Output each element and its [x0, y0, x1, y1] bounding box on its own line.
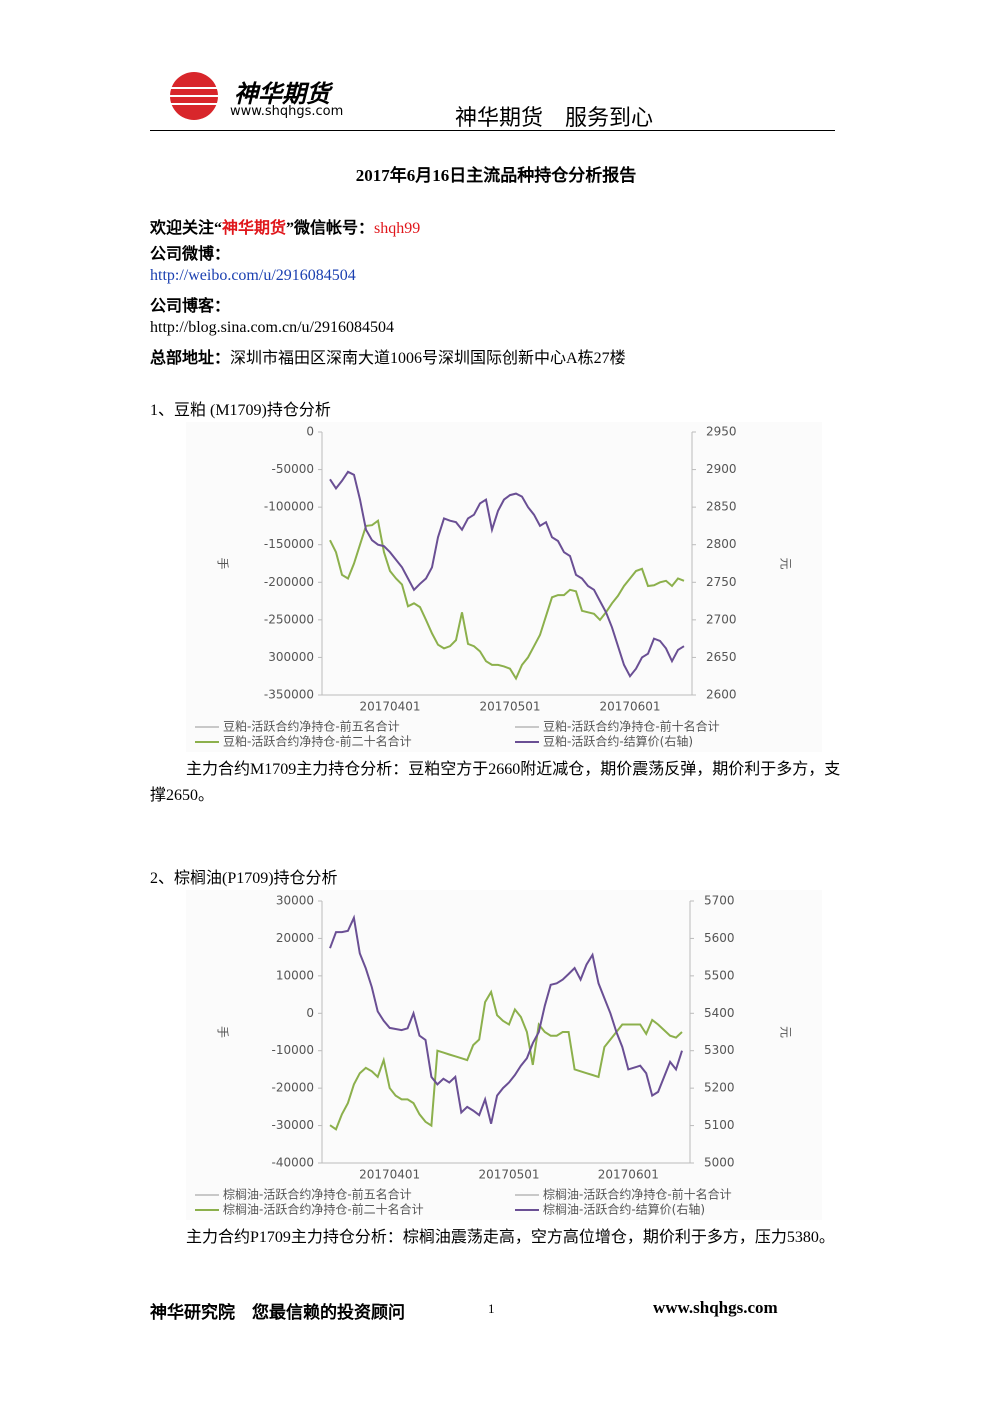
y-tick-label: -40000 — [271, 1156, 314, 1170]
y2-tick-label: 5200 — [704, 1081, 735, 1095]
logo-name: 神华期货 — [234, 80, 330, 108]
x-tick-label: 20170501 — [478, 1168, 539, 1182]
follow-middle: ”微信帐号： — [286, 220, 375, 237]
y-tick-label: -10000 — [271, 1043, 314, 1057]
y2-tick-label: 2950 — [706, 425, 737, 439]
x-tick-label: 20170401 — [359, 700, 420, 714]
follow-account: shqh99 — [374, 220, 421, 237]
y-tick-label: 0 — [306, 425, 314, 439]
legend-label: 豆粕-活跃合约净持仓-前二十名合计 — [223, 734, 412, 749]
series-line — [329, 914, 683, 1124]
y-tick-label: 300000 — [268, 650, 314, 664]
footer-left: 神华研究院 您最信赖的投资顾问 — [150, 1303, 405, 1322]
chart: 30000 20000 10000 0 -10000 -20000 -30000 -40000… — [186, 890, 822, 1220]
y-tick-label: 0 — [306, 1006, 314, 1020]
y-axis-title: 手 — [216, 1026, 230, 1038]
footer-site: www.shqhgs.com — [653, 1298, 778, 1317]
series-line — [329, 989, 683, 1131]
legend-label: 豆粕-活跃合约-结算价(右轴) — [543, 734, 693, 749]
blog-label: 公司博客： — [150, 298, 231, 315]
logo-mark — [170, 72, 218, 120]
y-tick-label: -350000 — [264, 688, 314, 702]
weibo-label: 公司微博： — [150, 246, 231, 263]
y-tick-label: -200000 — [264, 575, 314, 589]
follow-prefix: 欢迎关注“ — [150, 220, 223, 237]
follow-name: 神华期货 — [222, 220, 287, 237]
address-label: 总部地址： — [150, 350, 231, 367]
page-number: 1 — [488, 1301, 495, 1316]
y2-tick-label: 2650 — [706, 650, 737, 664]
y-tick-label: 20000 — [276, 931, 314, 945]
legend-label: 棕榈油-活跃合约净持仓-前五名合计 — [223, 1187, 412, 1202]
y-tick-label: -150000 — [264, 537, 314, 551]
y2-tick-label: 5600 — [704, 931, 735, 945]
y2-tick-label: 5700 — [704, 894, 735, 908]
y-axis-title: 手 — [216, 557, 230, 569]
y2-tick-label: 2750 — [706, 575, 737, 589]
y2-tick-label: 2900 — [706, 462, 737, 476]
y2-tick-label: 5500 — [704, 968, 735, 982]
x-tick-label: 20170601 — [598, 1168, 659, 1182]
chart: 0 -50000 -100000 -150000 -200000 -250000 30000… — [186, 422, 822, 752]
series-line — [329, 470, 685, 679]
address-text: 深圳市福田区深南大道1006号深圳国际创新中心A栋27楼 — [230, 350, 626, 367]
y2-tick-label: 5400 — [704, 1006, 735, 1020]
y2-tick-label: 2800 — [706, 537, 737, 551]
y-tick-label: -50000 — [271, 462, 314, 476]
analysis-text: 主力合约P1709主力持仓分析：棕榈油震荡走高，空方高位增仓，期价利于多方，压力… — [186, 1229, 835, 1246]
y2-axis-title: 元 — [779, 557, 793, 569]
analysis-text: 主力合约M1709主力持仓分析：豆粕空方于2660附近减仓，期价震荡反弹，期价利… — [150, 761, 841, 804]
legend-label: 棕榈油-活跃合约净持仓-前二十名合计 — [223, 1202, 424, 1217]
section-heading: 1、豆粕 (M1709)持仓分析 — [150, 402, 331, 419]
y2-axis-title: 元 — [779, 1026, 793, 1038]
y-tick-label: -100000 — [264, 500, 314, 514]
x-tick-label: 20170401 — [359, 1168, 420, 1182]
legend-label: 豆粕-活跃合约净持仓-前五名合计 — [223, 719, 400, 734]
report-title: 2017年6月16日主流品种持仓分析报告 — [355, 166, 637, 185]
y2-tick-label: 5100 — [704, 1118, 735, 1132]
section-heading: 2、棕榈油(P1709)持仓分析 — [150, 870, 338, 887]
y-tick-label: -250000 — [264, 612, 314, 626]
header-rule — [150, 130, 835, 131]
x-tick-label: 20170601 — [599, 700, 660, 714]
y2-tick-label: 2700 — [706, 612, 737, 626]
y2-tick-label: 2600 — [706, 688, 737, 702]
y-tick-label: 30000 — [276, 894, 314, 908]
series-line — [329, 518, 685, 681]
x-tick-label: 20170501 — [479, 700, 540, 714]
y-tick-label: -20000 — [271, 1081, 314, 1095]
legend-label: 棕榈油-活跃合约-结算价(右轴) — [543, 1202, 705, 1217]
blog-url: http://blog.sina.com.cn/u/2916084504 — [150, 319, 394, 336]
legend-label: 棕榈油-活跃合约净持仓-前十名合计 — [543, 1187, 732, 1202]
slogan: 神华期货 服务到心 — [455, 106, 654, 131]
y2-tick-label: 2850 — [706, 500, 737, 514]
address-line: 总部地址：深圳市福田区深南大道1006号深圳国际创新中心A栋27楼 — [150, 344, 626, 368]
weibo-link[interactable]: http://weibo.com/u/2916084504 — [150, 267, 356, 284]
y2-tick-label: 5300 — [704, 1043, 735, 1057]
y-tick-label: -30000 — [271, 1118, 314, 1132]
follow-line: 欢迎关注“神华期货”微信帐号：shqh99 — [150, 214, 420, 238]
legend-label: 豆粕-活跃合约净持仓-前十名合计 — [543, 719, 720, 734]
y2-tick-label: 5000 — [704, 1156, 735, 1170]
y-tick-label: 10000 — [276, 968, 314, 982]
logo-url: www.shqhgs.com — [230, 104, 344, 119]
